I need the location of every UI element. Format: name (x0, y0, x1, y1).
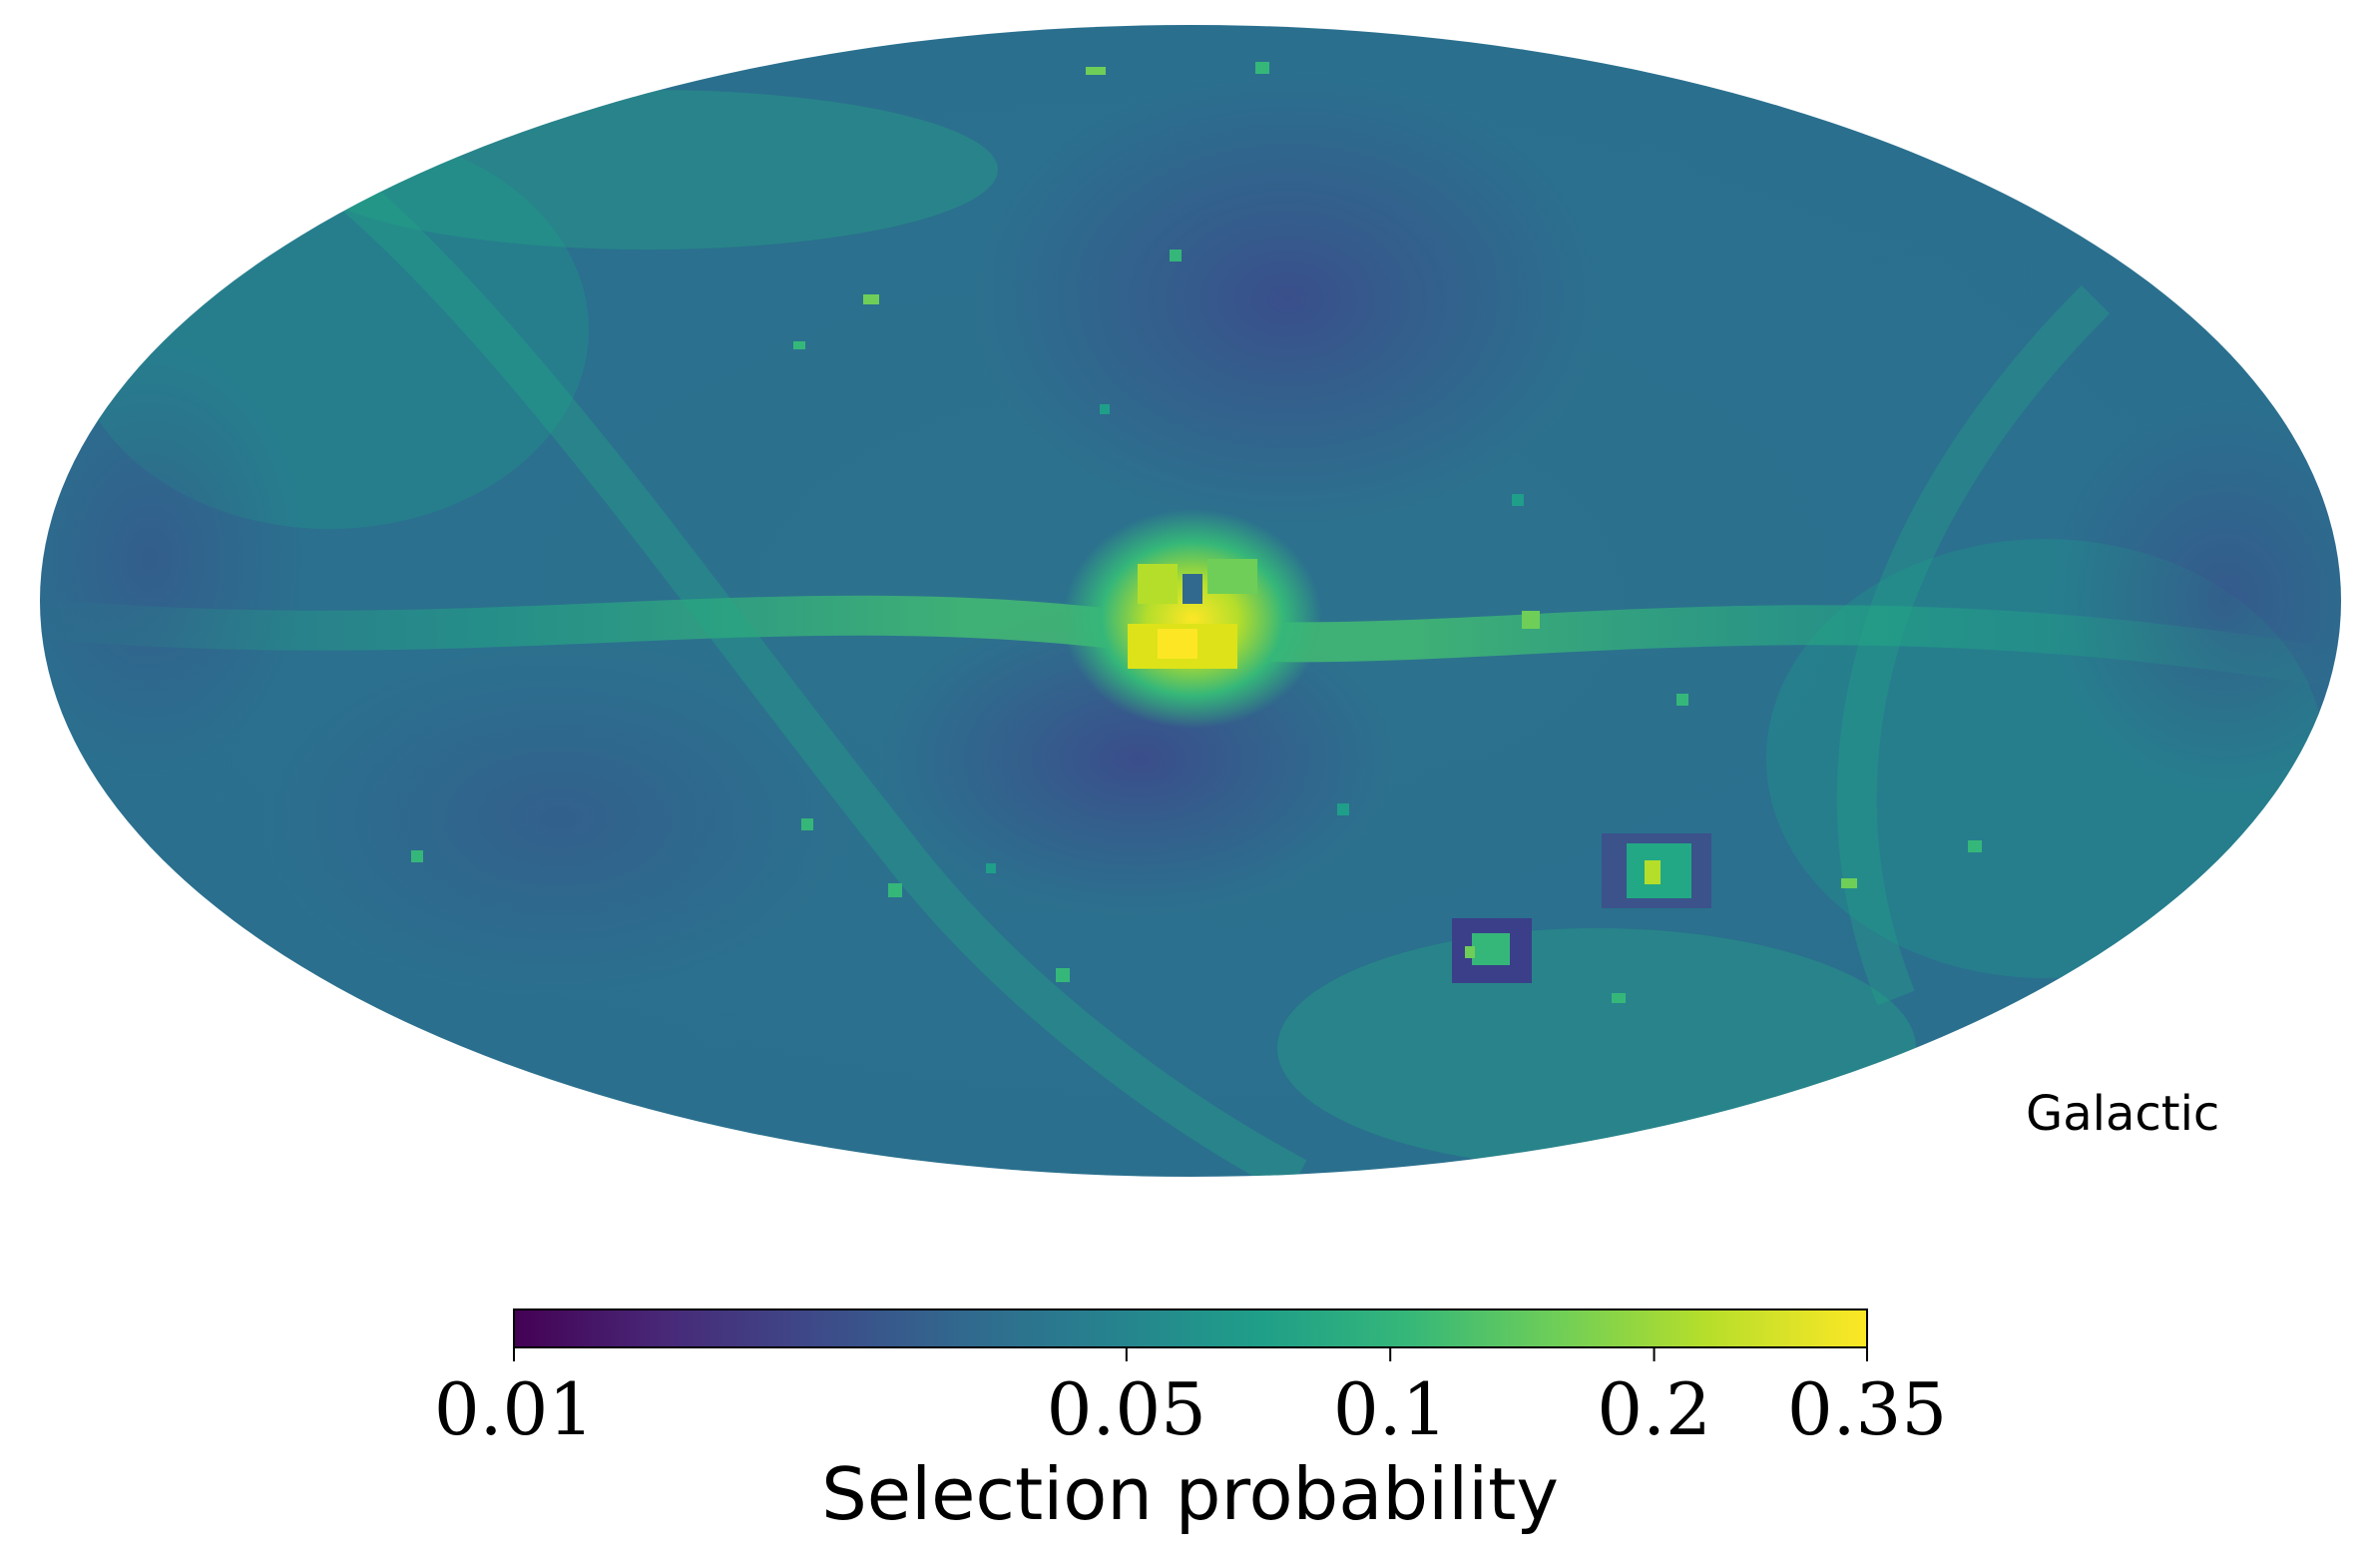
colorbar-title: Selection probability (821, 1452, 1559, 1536)
scan-arc-left (286, 134, 1307, 1177)
mollweide-map (40, 25, 2341, 1177)
smc-body (1472, 933, 1510, 965)
cluster-spot (1612, 993, 1626, 1003)
cluster-spot (1841, 878, 1857, 888)
coordinate-frame-label: Galactic (2026, 1086, 2220, 1142)
cluster-spot (1522, 611, 1540, 629)
colorbar-tick-label: 0.1 (1332, 1367, 1448, 1451)
galactic-center-core (1158, 629, 1197, 659)
cluster-spot (863, 294, 879, 304)
patch-bottom (1277, 928, 1916, 1168)
colorbar (513, 1308, 1868, 1348)
cluster-spot (1512, 494, 1524, 506)
cluster-spot (411, 850, 423, 862)
cluster-spot (1100, 404, 1110, 414)
cluster-spot (1968, 840, 1982, 852)
bulge-north-right-patch (1207, 559, 1257, 594)
colorbar-tick-label: 0.01 (433, 1367, 595, 1451)
smc-peak (1465, 946, 1475, 958)
cluster-spot (1170, 250, 1182, 261)
scan-arc-right (1836, 284, 2111, 1006)
lmc-peak (1645, 860, 1661, 884)
cluster-spot (1056, 968, 1070, 982)
colorbar-tick-label: 0.2 (1597, 1367, 1711, 1451)
dark-lobe-southwest (259, 639, 858, 998)
colorbar-tick-label: 0.35 (1786, 1367, 1948, 1451)
dark-lobe-east (2046, 399, 2341, 798)
cluster-spot (1255, 62, 1269, 74)
cluster-spot (1337, 803, 1349, 815)
cluster-spot (793, 341, 805, 349)
cluster-spot (888, 883, 902, 897)
dark-lobe-west (40, 339, 309, 779)
galactic-center-glow (1063, 509, 1322, 729)
bulge-cutout-north (1183, 574, 1202, 604)
cluster-spot (986, 863, 996, 873)
cluster-spot (801, 818, 813, 830)
cluster-spot (1086, 67, 1106, 75)
cluster-spot (1676, 694, 1688, 706)
dark-lobe-north (968, 70, 1607, 529)
colorbar-tick-label: 0.05 (1046, 1367, 1206, 1451)
colorbar-ticks (513, 1347, 1868, 1361)
bulge-north-left-patch (1138, 564, 1178, 604)
